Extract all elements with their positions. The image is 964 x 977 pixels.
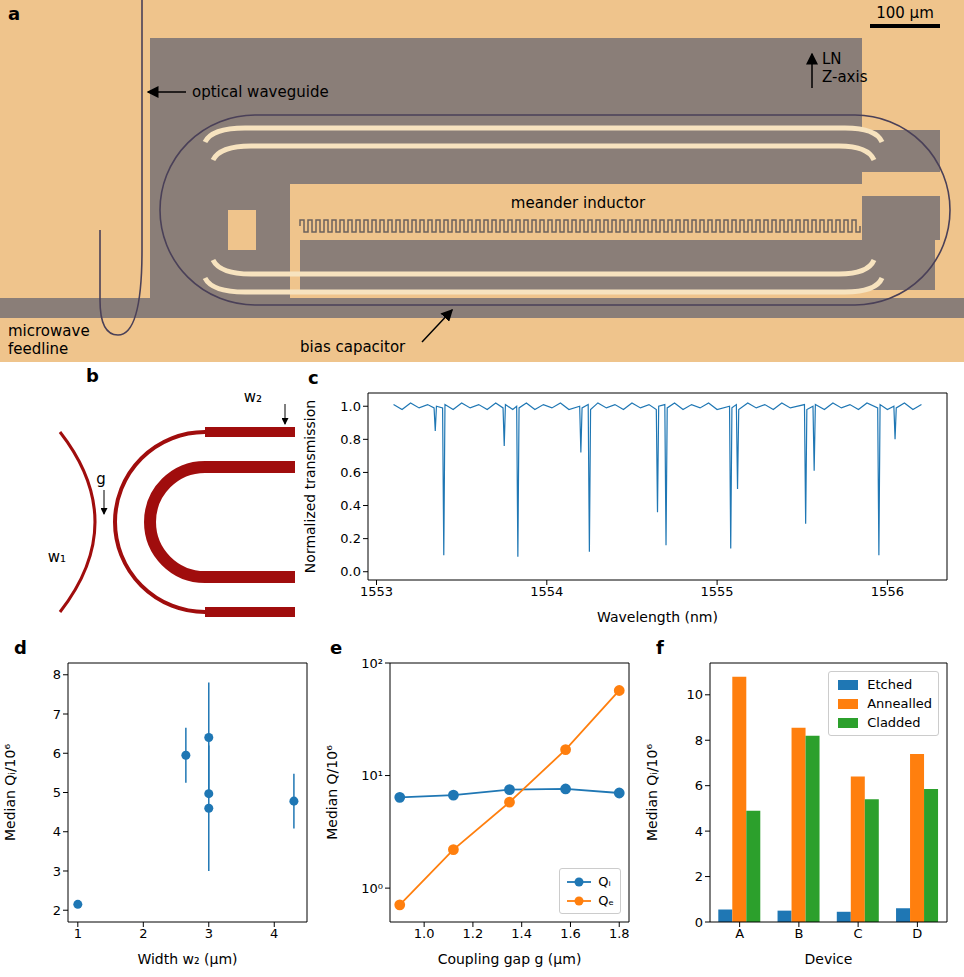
- svg-text:Width w₂ (μm): Width w₂ (μm): [137, 951, 237, 967]
- svg-text:10⁰: 10⁰: [361, 881, 383, 896]
- svg-text:Wavelength (nm): Wavelength (nm): [597, 609, 718, 625]
- svg-text:1: 1: [74, 926, 82, 941]
- svg-text:B: B: [794, 926, 803, 941]
- svg-text:g: g: [96, 470, 106, 488]
- svg-text:10: 10: [686, 687, 703, 702]
- svg-text:Device: Device: [805, 951, 853, 967]
- svg-text:optical waveguide: optical waveguide: [192, 83, 329, 101]
- svg-text:1.2: 1.2: [463, 926, 484, 941]
- svg-text:1.6: 1.6: [560, 926, 581, 941]
- svg-text:Median Qᵢ/10⁶: Median Qᵢ/10⁶: [2, 744, 18, 841]
- html-text:f: f: [656, 637, 664, 658]
- svg-text:1554: 1554: [530, 584, 563, 599]
- svg-text:A: A: [735, 926, 744, 941]
- svg-text:4: 4: [270, 926, 278, 941]
- svg-text:4: 4: [53, 824, 61, 839]
- svg-text:1.8: 1.8: [609, 926, 630, 941]
- svg-text:2: 2: [695, 869, 703, 884]
- html-text:a: a: [8, 3, 21, 24]
- svg-text:meander inductor: meander inductor: [511, 194, 646, 212]
- svg-text:0.6: 0.6: [340, 465, 361, 480]
- svg-text:1.0: 1.0: [340, 399, 361, 414]
- svg-text:0.4: 0.4: [340, 498, 361, 513]
- html-text:Etched: Etched: [867, 677, 913, 692]
- svg-text:0.8: 0.8: [340, 432, 361, 447]
- svg-text:1.0: 1.0: [414, 926, 435, 941]
- svg-text:w₁: w₁: [48, 548, 66, 566]
- svg-text:8: 8: [695, 733, 703, 748]
- html-text:e: e: [330, 637, 343, 658]
- svg-text:8: 8: [53, 667, 61, 682]
- svg-text:LNZ-axis: LNZ-axis: [822, 50, 868, 86]
- html-text:Qᵢ: Qᵢ: [598, 874, 611, 889]
- svg-text:microwavefeedline: microwavefeedline: [8, 322, 90, 358]
- html-text:c: c: [308, 367, 319, 388]
- svg-text:2: 2: [139, 926, 147, 941]
- svg-text:7: 7: [53, 707, 61, 722]
- html-text:Annealled: Annealled: [867, 696, 932, 711]
- svg-text:100 μm: 100 μm: [876, 4, 934, 22]
- svg-text:10²: 10²: [361, 656, 383, 671]
- svg-text:1555: 1555: [701, 584, 734, 599]
- svg-text:2: 2: [53, 903, 61, 918]
- html-text:b: b: [86, 365, 99, 386]
- svg-text:bias capacitor: bias capacitor: [300, 338, 406, 356]
- svg-text:6: 6: [53, 746, 61, 761]
- svg-text:0.2: 0.2: [340, 531, 361, 546]
- svg-text:0: 0: [695, 915, 703, 930]
- svg-text:Median Qᵢ/10⁶: Median Qᵢ/10⁶: [644, 744, 660, 841]
- svg-text:w₂: w₂: [244, 388, 262, 406]
- svg-text:1553: 1553: [360, 584, 393, 599]
- svg-text:4: 4: [695, 824, 703, 839]
- svg-text:Normalized transmission: Normalized transmission: [302, 400, 318, 573]
- svg-text:Coupling gap g (μm): Coupling gap g (μm): [438, 951, 582, 967]
- html-text:Qₑ: Qₑ: [598, 893, 614, 908]
- html-text:d: d: [14, 637, 27, 658]
- svg-text:3: 3: [53, 864, 61, 879]
- svg-text:C: C: [854, 926, 863, 941]
- svg-text:5: 5: [53, 785, 61, 800]
- svg-text:0.0: 0.0: [340, 564, 361, 579]
- svg-text:D: D: [912, 926, 922, 941]
- svg-text:Median Q/10⁶: Median Q/10⁶: [324, 745, 340, 840]
- svg-text:10¹: 10¹: [361, 768, 383, 783]
- svg-text:3: 3: [205, 926, 213, 941]
- svg-text:1556: 1556: [871, 584, 904, 599]
- svg-text:6: 6: [695, 778, 703, 793]
- svg-text:1.4: 1.4: [511, 926, 532, 941]
- html-text:Cladded: Cladded: [867, 715, 921, 730]
